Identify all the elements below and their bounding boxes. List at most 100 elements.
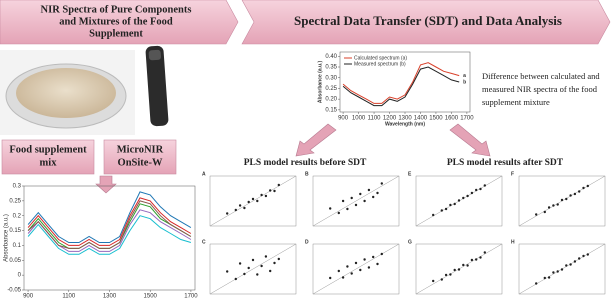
point <box>248 201 250 203</box>
point <box>278 258 280 260</box>
point <box>273 190 275 192</box>
point <box>376 192 378 194</box>
point <box>475 189 477 191</box>
y-tick-label: 0.30 <box>325 75 337 81</box>
label-text: Food supplement <box>9 144 87 155</box>
curve-label: a <box>463 73 466 79</box>
note-text: Difference between calculated and <box>482 71 600 81</box>
x-tick-label: 1500 <box>144 294 158 300</box>
arrow-left <box>296 124 336 156</box>
y-tick-label: 0.15 <box>9 228 21 234</box>
point <box>239 262 241 264</box>
point <box>466 195 468 197</box>
point <box>574 193 576 195</box>
point <box>462 197 464 199</box>
banner-title: Supplement <box>89 28 143 39</box>
down-arrow <box>96 176 116 193</box>
point <box>578 257 580 259</box>
y-tick-label: 0.25 <box>325 86 337 92</box>
point <box>329 207 331 209</box>
point <box>239 204 241 206</box>
label-text: mix <box>40 157 58 168</box>
point <box>557 270 559 272</box>
note-text: supplement mixture <box>482 97 550 107</box>
point <box>359 193 361 195</box>
point <box>368 189 370 191</box>
point <box>235 209 237 211</box>
point <box>252 198 254 200</box>
y-axis-label: Absorbance (a.u.) <box>317 61 323 104</box>
point <box>587 185 589 187</box>
panel-label: H <box>511 239 515 245</box>
point <box>351 272 353 274</box>
point <box>569 263 571 265</box>
point <box>552 204 554 206</box>
point <box>449 273 451 275</box>
fit-line <box>210 176 296 226</box>
point <box>479 256 481 258</box>
y-tick-label: 0.35 <box>325 65 337 71</box>
panel-label: D <box>305 239 309 245</box>
point <box>342 200 344 202</box>
point <box>544 277 546 279</box>
arrow-right <box>450 124 490 156</box>
point <box>260 194 262 196</box>
point <box>269 270 271 272</box>
point <box>372 256 374 258</box>
point <box>565 198 567 200</box>
point <box>569 194 571 196</box>
point <box>351 197 353 199</box>
y-tick-label: 0.20 <box>325 97 337 103</box>
point <box>458 199 460 201</box>
point <box>578 190 580 192</box>
point <box>363 258 365 260</box>
series-line <box>343 63 459 104</box>
point <box>445 208 447 210</box>
point <box>252 259 254 261</box>
x-tick-label: 1600 <box>445 116 459 122</box>
point <box>458 268 460 270</box>
point <box>565 264 567 266</box>
point <box>582 255 584 257</box>
point <box>535 213 537 215</box>
point <box>338 270 340 272</box>
x-tick-label: 1100 <box>62 294 76 300</box>
label-text: MicroNIR <box>117 144 164 155</box>
point <box>441 278 443 280</box>
point <box>226 212 228 214</box>
point <box>381 182 383 184</box>
point <box>471 192 473 194</box>
point <box>338 212 340 214</box>
banner-title: and Mixtures of the Food <box>59 16 173 27</box>
point <box>449 204 451 206</box>
fit-line <box>313 176 399 226</box>
point <box>346 208 348 210</box>
point <box>381 253 383 255</box>
point <box>441 209 443 211</box>
x-axis-label: Wavelength (nm) <box>385 121 425 127</box>
panel-label: A <box>202 171 206 177</box>
point <box>346 265 348 267</box>
point <box>471 259 473 261</box>
point <box>484 251 486 253</box>
point <box>535 282 537 284</box>
fit-line <box>210 244 296 294</box>
y-tick-label: 0.40 <box>325 54 337 60</box>
point <box>235 278 237 280</box>
point <box>432 214 434 216</box>
point <box>278 184 280 186</box>
point <box>561 199 563 201</box>
x-tick-label: 1100 <box>368 116 382 122</box>
device-head <box>149 50 162 61</box>
point <box>587 253 589 255</box>
y-tick-label: 0.1 <box>13 243 22 249</box>
x-tick-label: 1700 <box>184 294 198 300</box>
banner-title: NIR Spectra of Pure Components <box>41 4 192 15</box>
series-line <box>343 67 459 106</box>
x-tick-label: 900 <box>23 294 34 300</box>
point <box>582 187 584 189</box>
point <box>363 200 365 202</box>
point <box>561 268 563 270</box>
point <box>359 269 361 271</box>
point <box>574 260 576 262</box>
